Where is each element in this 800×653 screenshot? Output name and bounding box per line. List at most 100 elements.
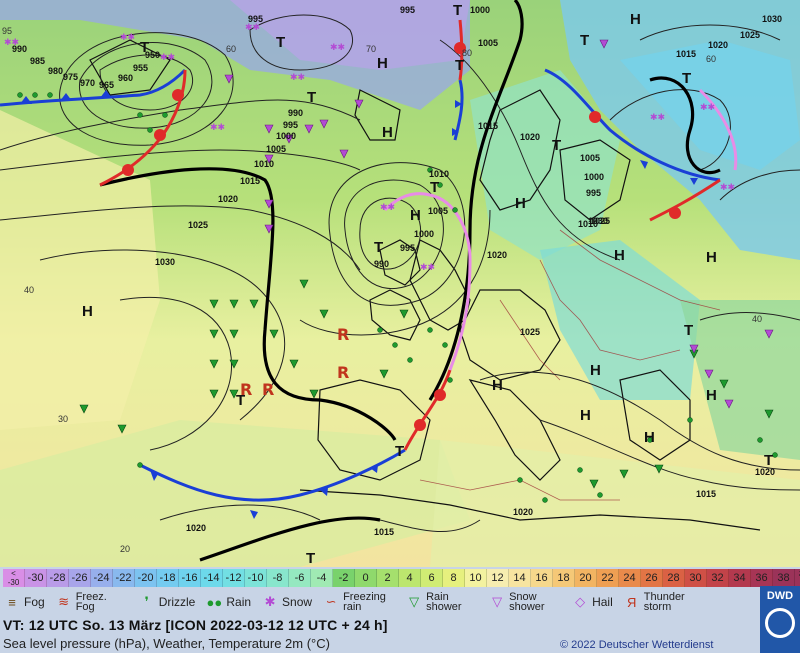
svg-text:✱✱: ✱✱ <box>4 38 19 48</box>
svg-text:1025: 1025 <box>188 220 208 230</box>
scale-cell: 16 <box>531 569 553 587</box>
scale-cell: -8 <box>267 569 289 587</box>
scale-cell: 2 <box>377 569 399 587</box>
scale-cell: 36 <box>751 569 773 587</box>
high-label: H <box>492 377 503 394</box>
freezing-rain-icon: ∽ <box>325 594 337 609</box>
svg-text:1025: 1025 <box>740 30 760 40</box>
svg-text:40: 40 <box>752 314 762 324</box>
legend-panel: < -30 -30 -28 -26 -24 -22 -20 -18 -16 -14 -12 -10 -8… <box>0 567 800 653</box>
scale-cell: -4 <box>311 569 333 587</box>
scale-cell: 30 <box>685 569 707 587</box>
legend-item-label: Snow shower <box>509 591 545 613</box>
svg-text:990: 990 <box>12 44 27 54</box>
low-label: T <box>430 179 439 196</box>
low-label: T <box>455 57 464 74</box>
legend-item-label: Freez. Fog <box>75 591 107 613</box>
high-label: H <box>82 303 93 320</box>
svg-text:1020: 1020 <box>513 507 533 517</box>
svg-text:✱✱: ✱✱ <box>420 263 435 273</box>
svg-text:✱✱: ✱✱ <box>330 43 345 53</box>
valid-time-line: VT: 12 UTC So. 13 März [ICON 2022-03-12 … <box>3 617 388 633</box>
svg-text:1020: 1020 <box>708 40 728 50</box>
scale-cell: -22 <box>113 569 135 587</box>
legend-item-label: Freezing rain <box>343 591 386 613</box>
svg-text:1015: 1015 <box>478 121 498 131</box>
svg-text:1025: 1025 <box>590 216 610 226</box>
scale-cell: < -30 <box>3 569 25 587</box>
svg-text:985: 985 <box>30 56 45 66</box>
svg-text:R: R <box>337 363 349 382</box>
scale-cell: 32 <box>707 569 729 587</box>
svg-text:R: R <box>262 380 274 399</box>
low-label: T <box>580 32 589 49</box>
legend-item-label: Rain <box>226 595 252 609</box>
scale-cell: 26 <box>641 569 663 587</box>
high-label: H <box>614 247 625 264</box>
scale-cell: 8 <box>443 569 465 587</box>
legend-item-label: Snow <box>282 595 313 609</box>
legend-item: ▽ Snow shower <box>488 591 561 613</box>
svg-text:990: 990 <box>374 259 389 269</box>
low-label: T <box>453 2 462 19</box>
swirl-icon <box>765 608 795 638</box>
isobar-1015 <box>99 0 721 562</box>
scale-cell: -18 <box>157 569 179 587</box>
borders <box>419 229 721 501</box>
high-label: H <box>515 195 526 212</box>
snow-icon: ✱ <box>264 594 276 609</box>
legend-item: ◇ Hail <box>571 594 613 610</box>
svg-text:1010: 1010 <box>578 219 598 229</box>
svg-text:995: 995 <box>400 5 415 15</box>
svg-text:1030: 1030 <box>762 14 782 24</box>
scale-cell: 4 <box>399 569 421 587</box>
scale-cell: -26 <box>69 569 91 587</box>
svg-text:60: 60 <box>226 44 236 54</box>
scale-cell: -30 <box>25 569 47 587</box>
scale-cell: 14 <box>509 569 531 587</box>
svg-text:✱✱: ✱✱ <box>245 23 260 33</box>
legend-item: ❜ Drizzle <box>138 594 196 610</box>
scale-cell: 24 <box>619 569 641 587</box>
isobars <box>0 14 800 532</box>
scale-cell: -2 <box>333 569 355 587</box>
svg-text:1020: 1020 <box>487 250 507 260</box>
lat-labels: 95 60 70 80 60 40 40 30 20 <box>2 26 762 554</box>
svg-text:40: 40 <box>24 285 34 295</box>
svg-text:95: 95 <box>2 26 12 36</box>
scale-cell: -24 <box>91 569 113 587</box>
svg-text:965: 965 <box>99 80 114 90</box>
map-subtitle: Sea level pressure (hPa), Weather, Tempe… <box>3 636 330 651</box>
svg-text:80: 80 <box>462 48 472 58</box>
svg-text:1030: 1030 <box>588 216 608 226</box>
svg-text:✱✱: ✱✱ <box>650 113 665 123</box>
high-label: H <box>644 429 655 446</box>
legend-item-label: Fog <box>24 595 45 609</box>
snow-shower-icon: ▽ <box>492 594 503 609</box>
svg-text:20: 20 <box>120 544 130 554</box>
legend-item: ✱ Snow <box>261 594 312 610</box>
dwd-logo: DWD <box>760 586 800 653</box>
logo-text: DWD <box>766 590 794 602</box>
low-label: T <box>552 137 561 154</box>
scale-cell: 10 <box>465 569 487 587</box>
scale-cell: 34 <box>729 569 751 587</box>
low-label: T <box>684 322 693 339</box>
svg-text:970: 970 <box>80 78 95 88</box>
weather-symbols: ✱✱✱✱✱✱ ✱✱✱✱✱✱ ✱✱✱✱✱✱ ✱✱✱✱✱✱ RR RR <box>4 23 778 503</box>
svg-text:✱✱: ✱✱ <box>290 73 305 83</box>
low-label: T <box>140 39 149 56</box>
svg-text:70: 70 <box>366 44 376 54</box>
svg-text:1030: 1030 <box>155 257 175 267</box>
scale-cell: ≥40 °C <box>795 569 800 587</box>
svg-text:✱✱: ✱✱ <box>160 53 175 63</box>
high-label: H <box>706 249 717 266</box>
svg-text:990: 990 <box>288 108 303 118</box>
freezing-fog-icon: ≋ <box>58 594 70 609</box>
svg-text:✱✱: ✱✱ <box>380 203 395 213</box>
high-label: H <box>630 11 641 28</box>
copyright: © 2022 Deutscher Wetterdienst <box>560 639 714 651</box>
svg-text:1015: 1015 <box>676 49 696 59</box>
scale-cell: 38 <box>773 569 795 587</box>
low-label: T <box>306 550 315 567</box>
